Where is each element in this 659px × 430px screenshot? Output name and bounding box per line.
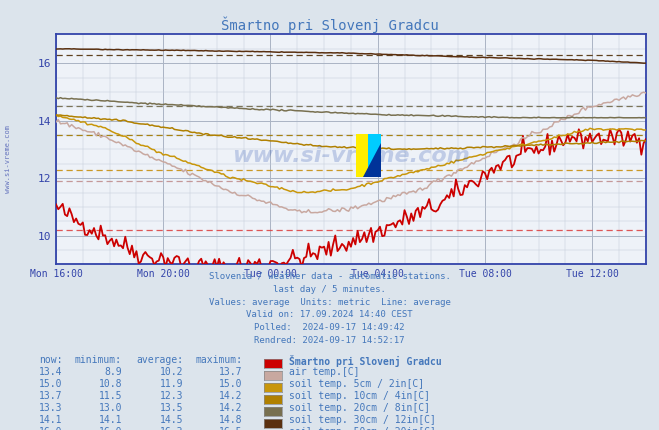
Text: soil temp. 50cm / 20in[C]: soil temp. 50cm / 20in[C] [289,427,436,430]
Text: 15.0: 15.0 [219,379,243,389]
Polygon shape [356,134,368,177]
Text: 14.5: 14.5 [159,415,183,425]
Text: Rendred: 2024-09-17 14:52:17: Rendred: 2024-09-17 14:52:17 [254,336,405,345]
Text: 13.0: 13.0 [98,403,122,413]
Text: soil temp. 30cm / 12in[C]: soil temp. 30cm / 12in[C] [289,415,436,425]
Text: 16.0: 16.0 [39,427,63,430]
Text: Šmartno pri Slovenj Gradcu: Šmartno pri Slovenj Gradcu [221,16,438,33]
Text: 13.3: 13.3 [39,403,63,413]
Text: 11.9: 11.9 [159,379,183,389]
Text: 13.4: 13.4 [39,367,63,377]
Text: last day / 5 minutes.: last day / 5 minutes. [273,285,386,294]
Polygon shape [368,134,381,177]
Text: 14.8: 14.8 [219,415,243,425]
Text: soil temp. 10cm / 4in[C]: soil temp. 10cm / 4in[C] [289,391,430,401]
Text: 10.8: 10.8 [98,379,122,389]
Text: average:: average: [136,355,183,365]
Text: 12.3: 12.3 [159,391,183,401]
Text: 13.7: 13.7 [219,367,243,377]
Text: www.si-vreme.com: www.si-vreme.com [5,125,11,193]
Text: 13.5: 13.5 [159,403,183,413]
Text: maximum:: maximum: [196,355,243,365]
Text: 14.1: 14.1 [39,415,63,425]
Text: 15.0: 15.0 [39,379,63,389]
Text: 16.0: 16.0 [98,427,122,430]
Text: 13.7: 13.7 [39,391,63,401]
Text: Šmartno pri Slovenj Gradcu: Šmartno pri Slovenj Gradcu [289,355,442,367]
Text: www.si-vreme.com: www.si-vreme.com [232,146,470,166]
Text: 14.2: 14.2 [219,391,243,401]
Text: 11.5: 11.5 [98,391,122,401]
Text: air temp.[C]: air temp.[C] [289,367,359,377]
Text: 16.5: 16.5 [219,427,243,430]
Text: now:: now: [39,355,63,365]
Text: 14.1: 14.1 [98,415,122,425]
Text: 16.3: 16.3 [159,427,183,430]
Text: 14.2: 14.2 [219,403,243,413]
Polygon shape [363,143,381,177]
Text: soil temp. 20cm / 8in[C]: soil temp. 20cm / 8in[C] [289,403,430,413]
Text: soil temp. 5cm / 2in[C]: soil temp. 5cm / 2in[C] [289,379,424,389]
Text: 10.2: 10.2 [159,367,183,377]
Text: Valid on: 17.09.2024 14:40 CEST: Valid on: 17.09.2024 14:40 CEST [246,310,413,319]
Text: 8.9: 8.9 [104,367,122,377]
Text: Values: average  Units: metric  Line: average: Values: average Units: metric Line: aver… [208,298,451,307]
Text: Polled:  2024-09-17 14:49:42: Polled: 2024-09-17 14:49:42 [254,323,405,332]
Text: Slovenia / weather data - automatic stations.: Slovenia / weather data - automatic stat… [208,272,451,281]
Text: minimum:: minimum: [75,355,122,365]
